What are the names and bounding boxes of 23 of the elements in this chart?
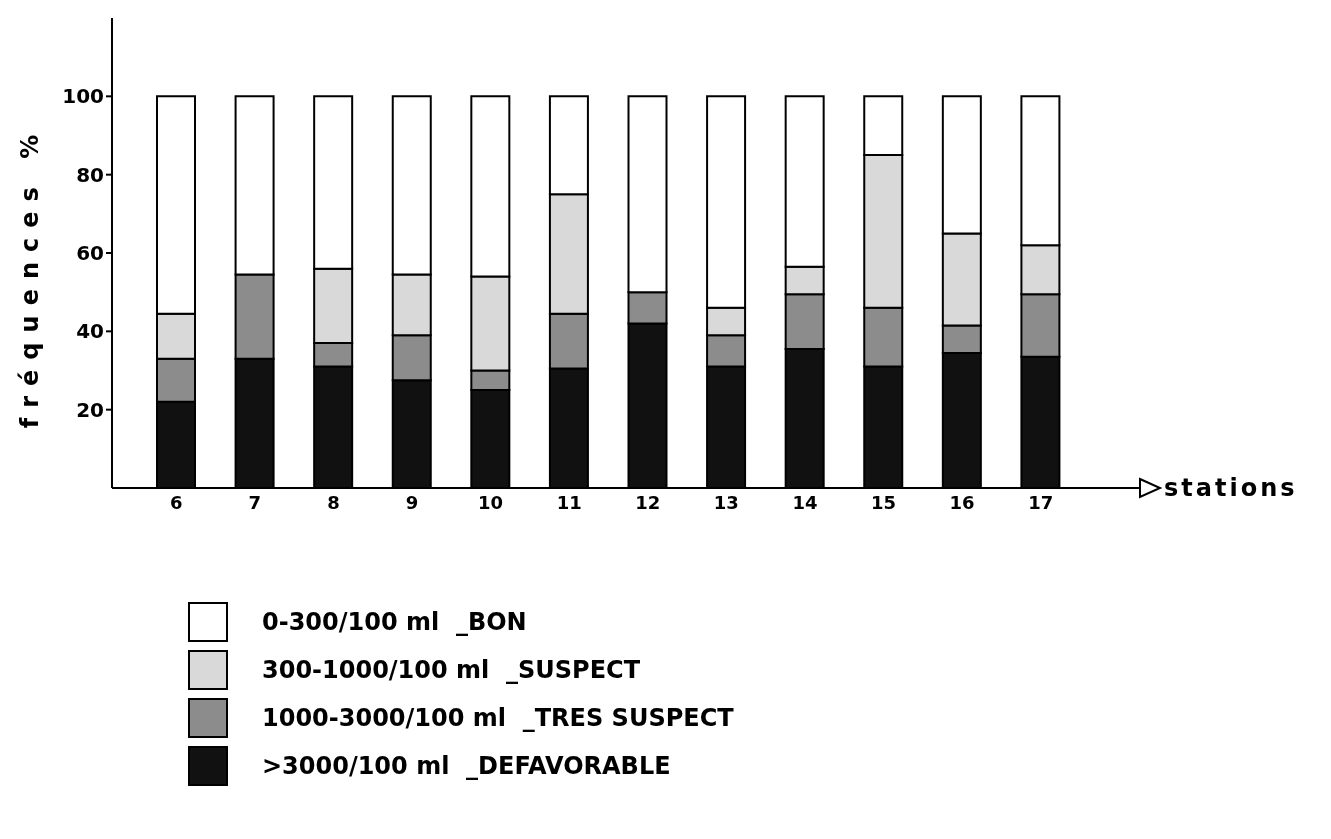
- legend-label: 0-300/100 ml _BON: [262, 608, 527, 636]
- x-axis-title: stations: [1164, 474, 1298, 502]
- legend-label: >3000/100 ml _DEFAVORABLE: [262, 752, 671, 780]
- legend-label: 1000-3000/100 ml _TRES SUSPECT: [262, 704, 734, 732]
- x-tick-label: 16: [949, 491, 975, 513]
- x-tick-label: 14: [792, 491, 818, 513]
- x-tick-label: 11: [556, 491, 582, 513]
- y-tick-label: 80: [76, 162, 104, 187]
- x-tick-label: 10: [478, 491, 504, 513]
- y-axis-title: fréquences %: [16, 124, 44, 429]
- x-tick-label: 17: [1028, 491, 1054, 513]
- x-tick-label: 15: [871, 491, 897, 513]
- y-tick-label: 100: [62, 84, 104, 109]
- y-tick-label: 40: [76, 319, 104, 344]
- y-tick-label: 20: [76, 397, 104, 422]
- x-tick-label: 6: [170, 491, 183, 513]
- x-tick-label: 9: [405, 491, 419, 513]
- x-tick-label: 7: [248, 491, 262, 513]
- y-tick-label: 60: [76, 241, 104, 266]
- x-tick-label: 12: [635, 491, 661, 513]
- x-tick-label: 8: [327, 491, 340, 513]
- x-tick-label: 13: [713, 491, 739, 513]
- legend-label: 300-1000/100 ml _SUSPECT: [262, 656, 641, 684]
